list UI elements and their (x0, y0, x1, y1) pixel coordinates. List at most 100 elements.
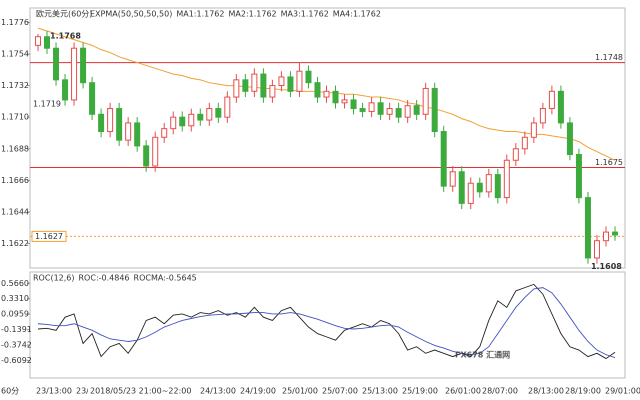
x-tick-label: 29/01:00 (605, 387, 640, 396)
candle-body (422, 87, 429, 115)
candle-body (251, 73, 258, 92)
main-frame (29, 7, 626, 269)
indicator-header: MA2:1.1762 (228, 10, 276, 19)
high-label: 1.1768 (50, 31, 81, 40)
candle-body (71, 47, 78, 101)
candle-body (62, 79, 69, 101)
y-tick-label: 1.1666 (1, 176, 29, 185)
candle-body (512, 148, 519, 161)
candle-body (260, 73, 267, 98)
candle-body (557, 90, 564, 124)
roc-line (37, 287, 616, 358)
candle-body (350, 99, 357, 110)
x-tick-label: 24/19:00 (240, 387, 276, 396)
candle-body (287, 76, 294, 92)
y-tick-label: 0.5660 (1, 279, 29, 288)
candle-body (413, 105, 420, 115)
candle-body (359, 108, 366, 112)
expma-label: 1.1719 (33, 100, 61, 109)
candle-body (458, 171, 465, 204)
candle-body (476, 182, 483, 193)
indicator-header: ROCMA:-0.5645 (134, 274, 197, 283)
candle-body (530, 122, 537, 138)
candle-body (612, 231, 618, 236)
candle-body (35, 36, 41, 46)
x-tick-label: 23/1 (76, 387, 94, 396)
price-label: 1.1675 (595, 158, 623, 167)
candle-body (395, 108, 402, 118)
candle-body (539, 108, 546, 124)
chart-title: 欧元美元(60分) (36, 9, 92, 19)
candle-body (377, 102, 384, 115)
y-tick-label: 1.1754 (1, 49, 29, 58)
candle-body (188, 113, 195, 127)
candle-body (179, 116, 186, 127)
roc-line (37, 283, 616, 360)
x-tick-label: 25/13:00 (362, 387, 398, 396)
y-tick-label: 1.1644 (1, 207, 29, 216)
y-tick-label: -0.3742 (1, 341, 32, 350)
price-label-box (31, 230, 67, 242)
candle-body (269, 85, 276, 98)
candle-body (143, 145, 150, 167)
candle-body (584, 197, 591, 259)
candle-body (197, 113, 204, 121)
x-tick-label: 24/13:00 (200, 387, 236, 396)
tooltip-time: 2018/05/23 21:00~22:00 (90, 387, 191, 396)
indicator-header: MA3:1.1762 (281, 10, 329, 19)
roc-frame (29, 271, 626, 379)
candle-body (323, 90, 330, 98)
y-tick-label: 0.3310 (1, 294, 29, 303)
x-tick-label: 28/13:00 (528, 387, 564, 396)
tooltip-bg (88, 385, 192, 396)
y-tick-label: -0.1391 (1, 325, 32, 334)
x-tick-label: 25/07:00 (322, 387, 358, 396)
candle-body (332, 90, 339, 104)
candle-body (593, 240, 600, 259)
x-tick-label: 23/13:00 (36, 387, 72, 396)
candle-body (80, 47, 87, 84)
candle-body (296, 70, 303, 92)
indicator-header: MA4:1.1762 (333, 10, 381, 19)
candle-body (548, 90, 555, 110)
candle-body (314, 82, 321, 98)
price-label: 1.1748 (595, 53, 623, 62)
candle-body (440, 131, 447, 187)
candle-body (494, 174, 501, 199)
candle-body (368, 102, 375, 112)
candle-body (89, 82, 96, 115)
candle-body (170, 116, 177, 130)
candle-body (98, 113, 105, 133)
candle-body (206, 108, 213, 121)
y-tick-label: 1.1710 (1, 113, 29, 122)
price-label: 1.1627 (35, 232, 63, 241)
candle-body (107, 108, 114, 133)
candle-body (233, 79, 240, 98)
x-tick-label: 28/19:00 (565, 387, 601, 396)
watermark: FX678 汇通网 (455, 350, 510, 360)
indicator-header: ROC:-0.4846 (79, 274, 130, 283)
candle-body (134, 122, 141, 147)
candle-body (503, 159, 510, 199)
candle-body (467, 182, 474, 204)
candle-body (215, 108, 222, 118)
candle-body (116, 108, 123, 141)
x-tick-label: 25/01/00 (282, 387, 318, 396)
candle-body (152, 136, 159, 167)
indicator-header: MA1:1.1762 (176, 10, 224, 19)
candle-body (125, 122, 132, 141)
y-tick-label: 1.1688 (1, 144, 29, 153)
x-tick-label: 28/07:00 (482, 387, 518, 396)
low-label: 1.1608 (591, 262, 622, 271)
candle-body (485, 174, 492, 193)
candle-body (224, 96, 231, 118)
candle-body (575, 154, 582, 199)
x-tick-label: 26/01:00 (445, 387, 481, 396)
candle-body (431, 87, 438, 133)
candle-body (242, 79, 249, 92)
candle-body (278, 76, 285, 87)
candle-body (341, 99, 348, 104)
candle-body (44, 36, 51, 49)
